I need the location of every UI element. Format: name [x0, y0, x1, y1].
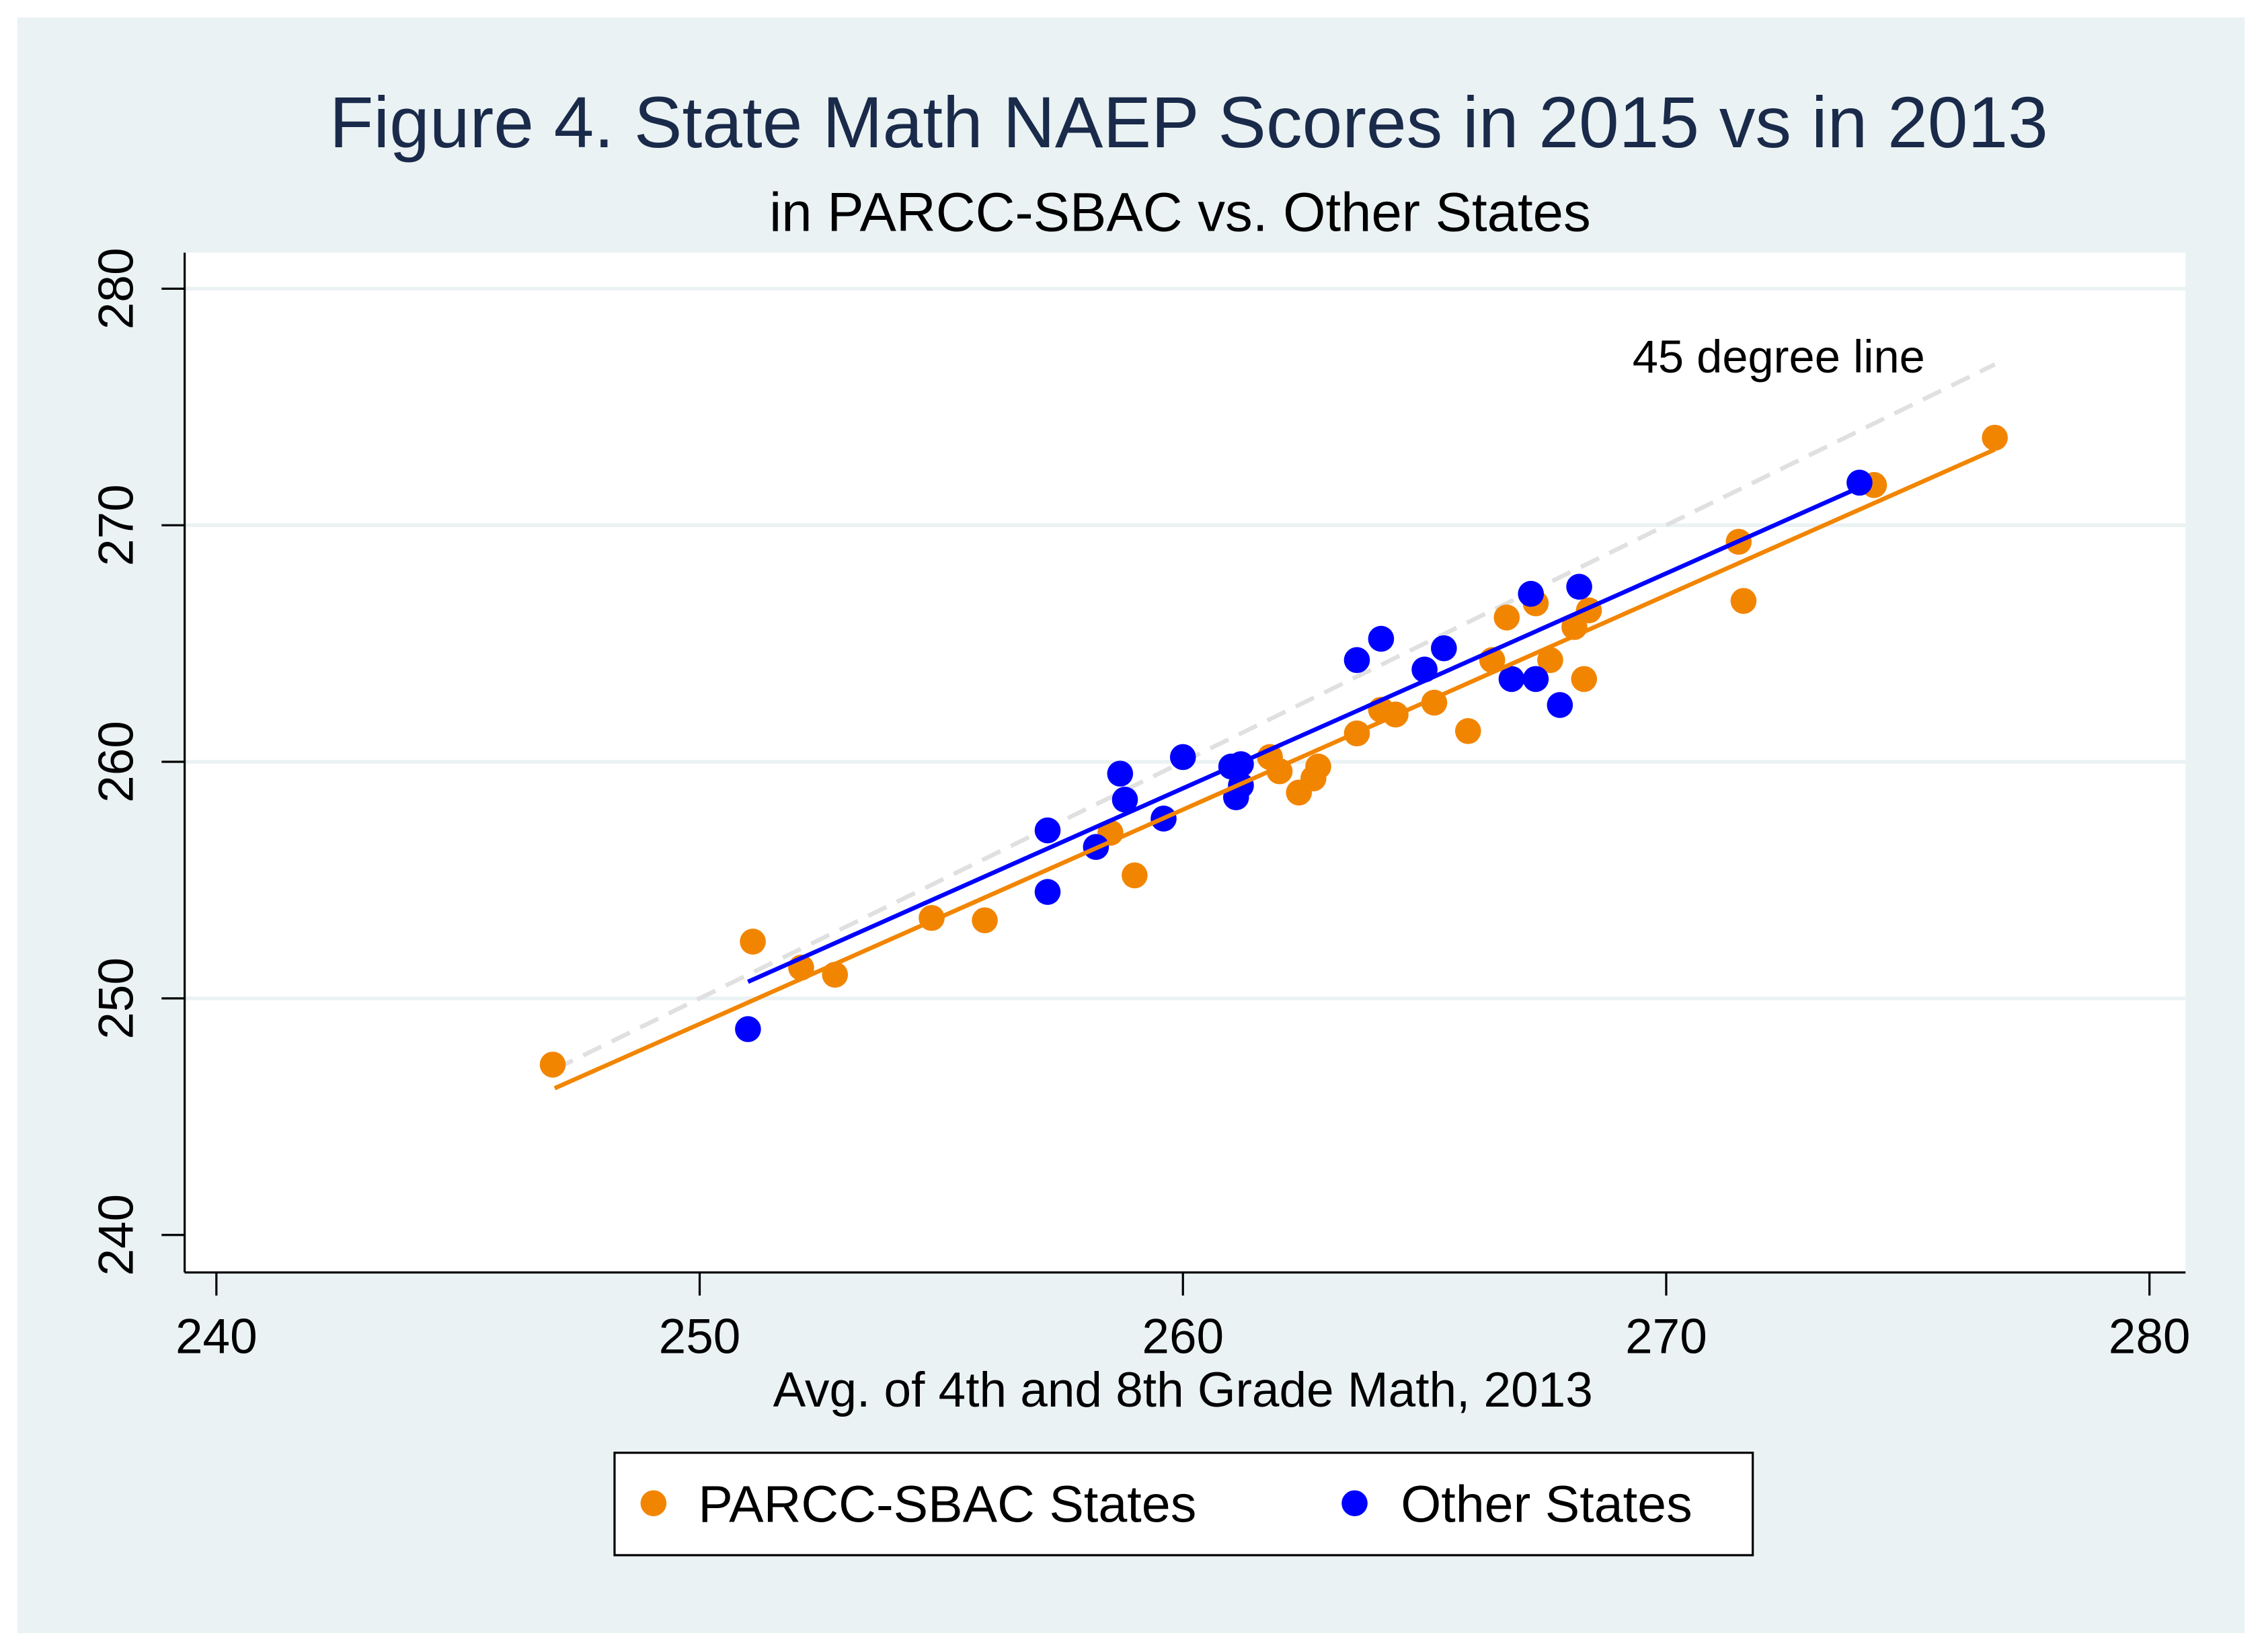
point-other-states — [1518, 580, 1545, 607]
point-other-states — [1547, 692, 1573, 718]
point-other-states — [1431, 635, 1457, 662]
legend: PARCC-SBAC States Other States — [613, 1452, 1754, 1557]
y-tick-label: 260 — [89, 721, 143, 803]
fit-line-parcc-sbac — [553, 447, 1996, 1091]
point-other-states — [1522, 666, 1549, 693]
x-tick-label: 250 — [659, 1310, 741, 1364]
point-parcc-sbac — [1571, 666, 1598, 693]
x-tick-label: 240 — [176, 1310, 258, 1364]
points — [539, 424, 2008, 1091]
legend-marker-other — [1341, 1490, 1368, 1517]
legend-label-parcc-sbac: PARCC-SBAC States — [698, 1476, 1196, 1534]
legend-label-other: Other States — [1401, 1476, 1692, 1534]
point-parcc-sbac — [1730, 588, 1757, 615]
point-parcc-sbac — [1305, 753, 1331, 780]
point-parcc-sbac — [1122, 862, 1148, 889]
y-tick-label: 250 — [89, 957, 143, 1039]
gridlines — [184, 286, 2186, 1000]
point-other-states — [1107, 760, 1134, 787]
point-parcc-sbac — [539, 1052, 566, 1078]
legend-box — [613, 1452, 1754, 1557]
point-other-states — [1169, 744, 1196, 771]
point-other-states — [1498, 666, 1525, 693]
x-tick-label: 270 — [1625, 1310, 1707, 1364]
point-other-states — [1368, 625, 1395, 652]
point-parcc-sbac — [1454, 717, 1481, 744]
fit-line-other-states — [747, 485, 1861, 984]
point-other-states — [1343, 647, 1370, 674]
axes: 240 250 260 270 280 240 250 260 270 280 — [89, 247, 2190, 1364]
annotation-45-degree: 45 degree line — [1633, 331, 1925, 383]
point-parcc-sbac — [1982, 424, 2008, 451]
y-tick-label: 240 — [89, 1194, 143, 1276]
point-parcc-sbac — [740, 929, 766, 955]
point-other-states — [1034, 817, 1061, 844]
reference-line-45-degree — [553, 362, 1996, 1072]
chart-title: Figure 4. State Math NAEP Scores in 2015… — [329, 82, 2048, 163]
point-parcc-sbac — [972, 907, 998, 934]
point-other-states — [1112, 787, 1138, 813]
chart-subtitle: in PARCC-SBAC vs. Other States — [769, 182, 1591, 243]
y-tick-label: 270 — [89, 484, 143, 566]
point-parcc-sbac — [1493, 604, 1520, 631]
x-tick-label: 260 — [1142, 1310, 1224, 1364]
lines — [553, 362, 1996, 1072]
point-other-states — [735, 1016, 761, 1042]
point-other-states — [1566, 574, 1592, 600]
point-parcc-sbac — [1537, 647, 1563, 674]
legend-marker-parcc-sbac — [640, 1490, 667, 1517]
x-axis-label: Avg. of 4th and 8th Grade Math, 2013 — [773, 1363, 1593, 1417]
point-other-states — [1034, 879, 1061, 905]
y-tick-label: 280 — [89, 247, 143, 329]
x-tick-label: 280 — [2109, 1310, 2191, 1364]
